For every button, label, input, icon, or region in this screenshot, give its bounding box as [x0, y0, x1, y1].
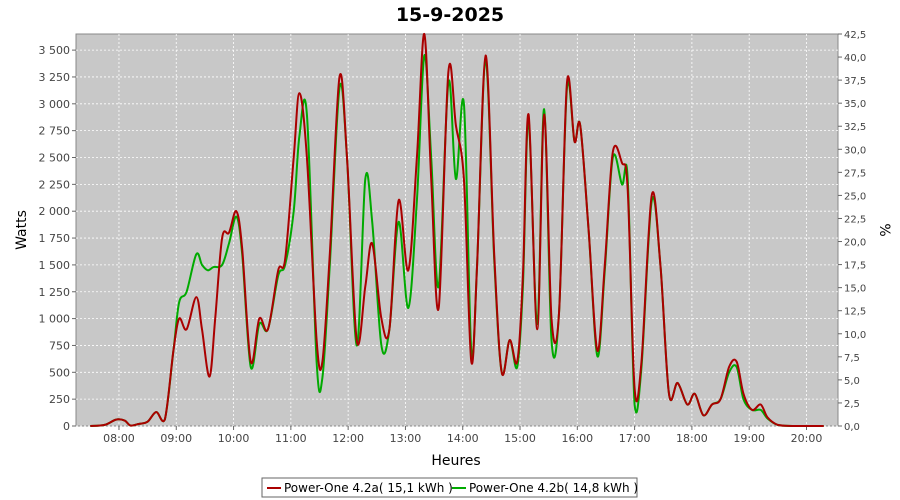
y2-tick-label: 30,0: [844, 145, 866, 156]
series-layer: [90, 32, 824, 427]
x-tick-label: 08:00: [103, 432, 135, 445]
series-line-a: [90, 32, 824, 427]
y-tick-label: 1 000: [39, 313, 71, 326]
y2-tick-label: 25,0: [844, 191, 866, 202]
x-tick-label: 16:00: [561, 432, 593, 445]
x-tick-label: 13:00: [390, 432, 422, 445]
y2-tick-label: 17,5: [844, 261, 866, 272]
y-tick-label: 1 500: [39, 259, 71, 272]
x-tick-label: 10:00: [218, 432, 250, 445]
y2-axis-ticks: 0,0 2,5 5,0 7,5 10,0 12,5 15,0 17,5 20,0 22,5 25,0…: [838, 30, 866, 433]
y-tick-label: 2 750: [39, 125, 71, 138]
x-axis-label: Heures: [431, 453, 480, 469]
x-tick-label: 15:00: [504, 432, 536, 445]
y-axis-label: Watts: [14, 210, 30, 250]
x-tick-label: 19:00: [733, 432, 765, 445]
x-tick-label: 20:00: [791, 432, 823, 445]
y-tick-label: 250: [49, 393, 70, 406]
legend-box: [261, 477, 638, 498]
y2-tick-label: 0,0: [844, 422, 860, 433]
y2-tick-label: 2,5: [844, 399, 860, 410]
x-tick-label: 12:00: [332, 432, 364, 445]
y2-tick-label: 40,0: [844, 53, 866, 64]
y2-tick-label: 27,5: [844, 168, 866, 179]
y2-tick-label: 20,0: [844, 238, 866, 249]
y-tick-label: 1 250: [39, 286, 71, 299]
y-tick-label: 500: [49, 366, 70, 379]
y-tick-label: 2 250: [39, 178, 71, 191]
x-tick-label: 09:00: [160, 432, 192, 445]
y2-tick-label: 37,5: [844, 76, 866, 87]
legend-entry-a: Power-One 4.2a( 15,1 kWh ): [284, 481, 453, 495]
y2-tick-label: 15,0: [844, 284, 866, 295]
x-tick-label: 17:00: [619, 432, 651, 445]
y2-tick-label: 10,0: [844, 330, 866, 341]
y-tick-label: 750: [49, 339, 70, 352]
y-tick-label: 1 750: [39, 232, 71, 245]
plot-area: [75, 33, 839, 427]
y2-tick-label: 22,5: [844, 214, 866, 225]
grid-lines: [76, 34, 838, 427]
y2-tick-label: 42,5: [844, 30, 866, 41]
y-tick-label: 3 250: [39, 71, 71, 84]
y2-tick-label: 12,5: [844, 307, 866, 318]
x-tick-label: 18:00: [676, 432, 708, 445]
y-tick-label: 2 000: [39, 205, 71, 218]
y-tick-label: 2 500: [39, 152, 71, 165]
y2-axis-label: %: [876, 223, 892, 236]
y-tick-label: 0: [63, 420, 70, 433]
y2-tick-label: 35,0: [844, 99, 866, 110]
x-tick-label: 14:00: [447, 432, 479, 445]
y-tick-label: 3 000: [39, 98, 71, 111]
y-tick-label: 3 500: [39, 44, 71, 57]
legend-entry-b: Power-One 4.2b( 14,8 kWh ): [469, 481, 638, 495]
y2-tick-label: 5,0: [844, 376, 860, 387]
x-tick-label: 11:00: [275, 432, 307, 445]
chart-title: 15-9-2025: [396, 4, 504, 26]
x-axis-ticks: 08:00 09:00 10:00 11:00 12:00 13:00 14:00 15:00…: [103, 426, 822, 445]
y2-tick-label: 32,5: [844, 122, 866, 133]
y-axis-ticks: 0 250 500 750 1 000 1 250 1 500 1 750 2 000 2 250…: [39, 44, 76, 433]
y2-tick-label: 7,5: [844, 353, 860, 364]
legend: Power-One 4.2a( 15,1 kWh ) Power-One 4.2…: [261, 477, 638, 498]
